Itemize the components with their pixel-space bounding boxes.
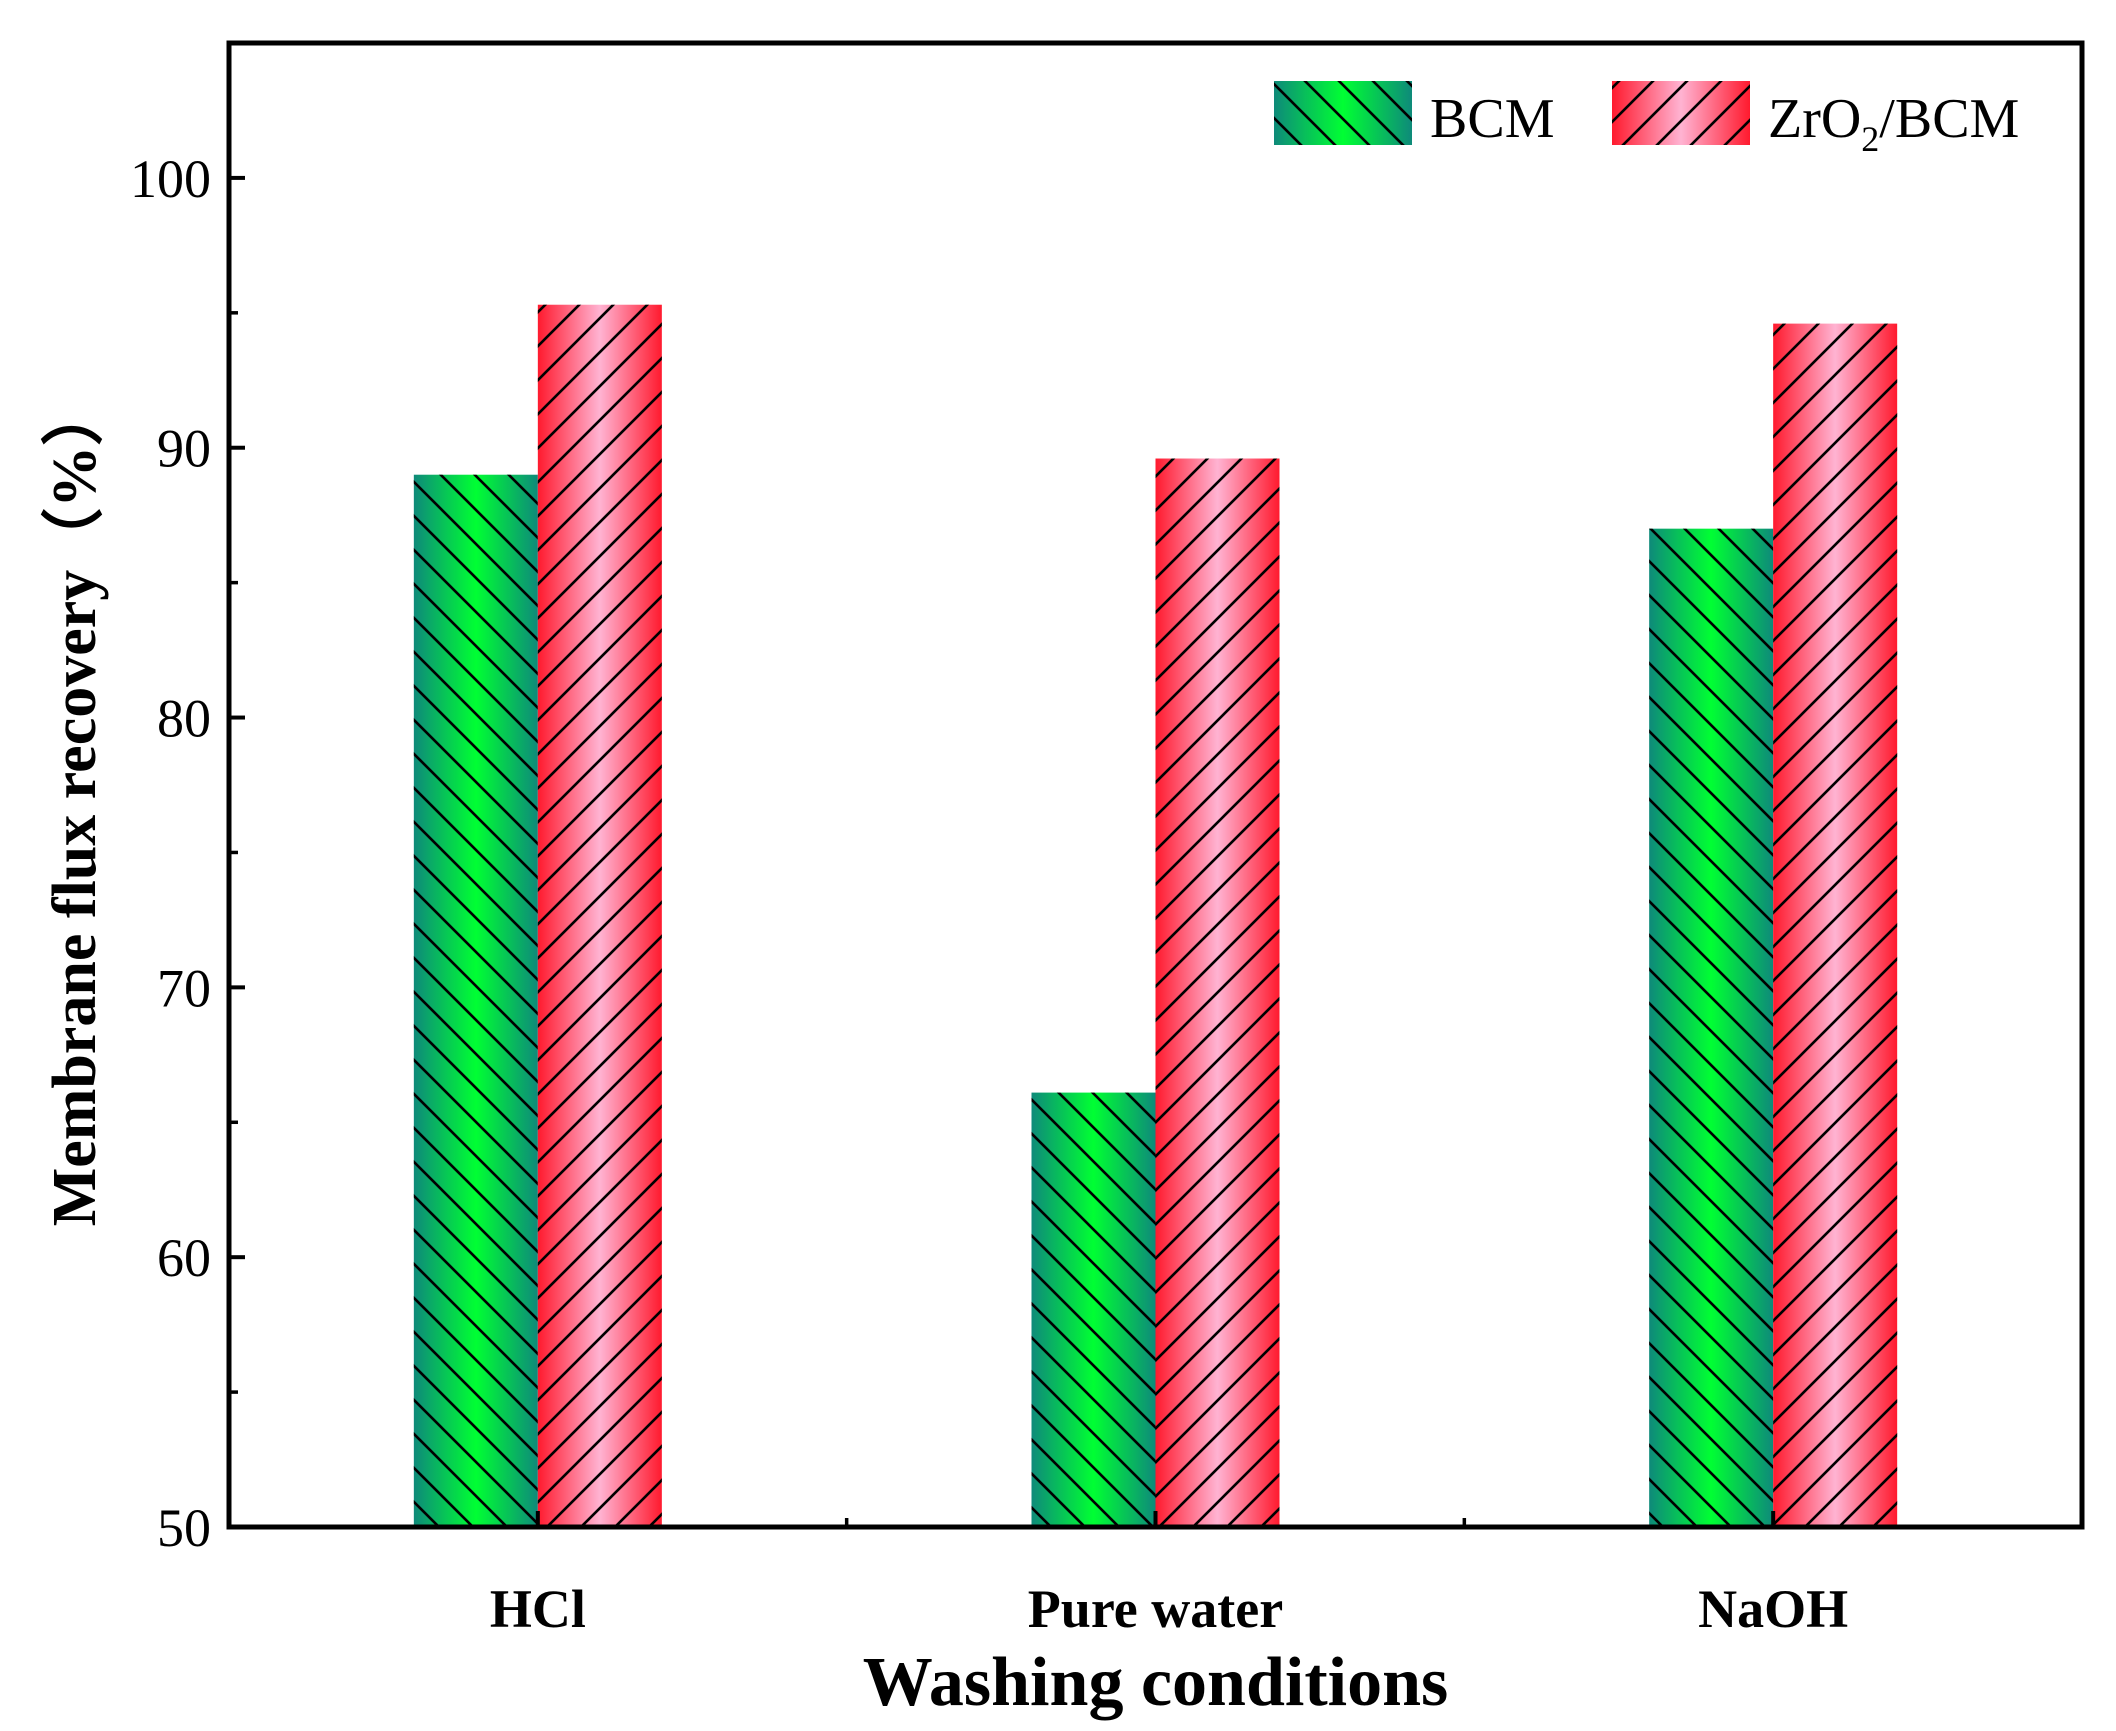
y-tick-label: 70 xyxy=(157,958,211,1018)
bar-hatch xyxy=(537,304,662,1527)
bar-bcm-naoh xyxy=(1649,528,1774,1527)
legend-label-subscript: 2 xyxy=(1861,119,1879,159)
bar-hatch xyxy=(1155,458,1280,1527)
bar-zro2-bcm-naoh xyxy=(1773,323,1898,1528)
labels-layer: 50 60 70 80 90 100 HCl Pure water NaOH Washing co… xyxy=(39,149,1848,1721)
x-category-label: HCl xyxy=(490,1579,586,1639)
legend-label: ZrO2/BCM xyxy=(1768,88,2019,159)
y-axis-title: Membrane flux recovery（%） xyxy=(39,384,109,1227)
legend-item-bcm: BCM xyxy=(1274,81,1555,150)
bar-hatch xyxy=(1649,528,1774,1527)
bars-layer xyxy=(413,304,1898,1528)
legend-label: BCM xyxy=(1430,88,1555,150)
legend-swatch-hatch xyxy=(1274,81,1412,145)
bar-bcm-pure-water xyxy=(1031,1092,1156,1527)
y-tick-label: 80 xyxy=(157,689,211,749)
x-axis-title: Washing conditions xyxy=(863,1644,1449,1721)
bar-bcm-hcl xyxy=(413,474,538,1527)
legend-label-main: BCM xyxy=(1430,88,1555,150)
bar-hatch xyxy=(413,474,538,1527)
y-tick-label: 50 xyxy=(157,1498,211,1558)
y-tick-label: 90 xyxy=(157,419,211,479)
y-tick-label: 60 xyxy=(157,1228,211,1288)
bar-hatch xyxy=(1031,1092,1156,1527)
y-tick-label: 100 xyxy=(130,149,211,209)
x-category-label: NaOH xyxy=(1698,1579,1848,1639)
legend-label-main: ZrO xyxy=(1768,88,1861,150)
bar-zro2-bcm-pure-water xyxy=(1155,458,1280,1527)
ticks-layer xyxy=(229,175,1776,1529)
legend-item-zro2-bcm: ZrO2/BCM xyxy=(1612,81,2019,159)
legend: BCM ZrO2/BCM xyxy=(1274,81,2019,159)
bar-hatch xyxy=(1773,323,1898,1528)
legend-swatch-hatch xyxy=(1612,81,1750,145)
x-category-label: Pure water xyxy=(1028,1579,1283,1639)
legend-label-suffix: /BCM xyxy=(1879,88,2019,150)
bar-zro2-bcm-hcl xyxy=(537,304,662,1527)
